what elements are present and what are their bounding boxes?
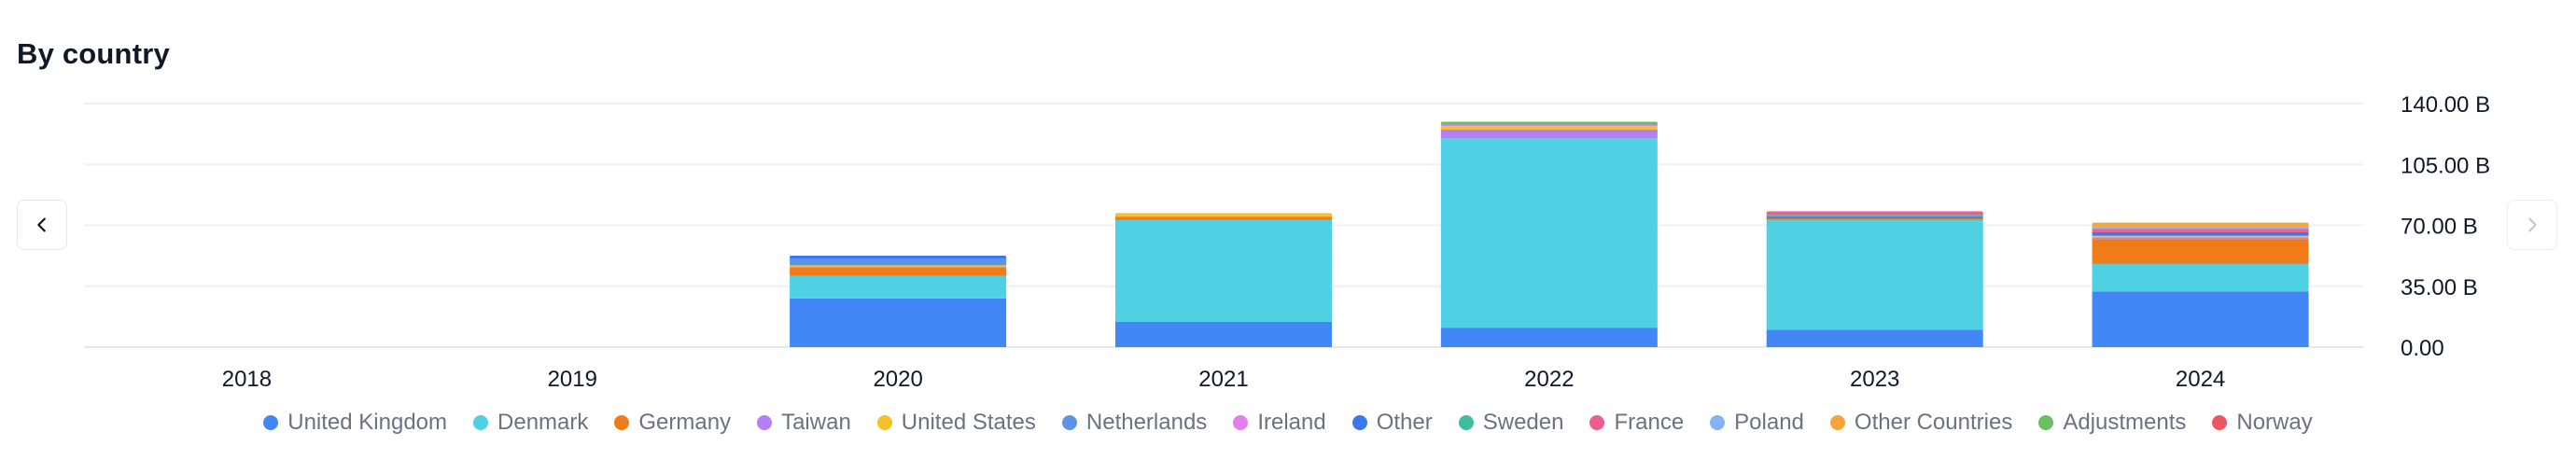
legend-item[interactable]: Netherlands	[1061, 410, 1208, 436]
bar-segment	[2092, 227, 2309, 230]
bar-cap	[1766, 211, 1983, 215]
legend-label: Norway	[2236, 410, 2313, 435]
legend-item[interactable]: Poland	[1710, 410, 1804, 436]
bar-segment	[1440, 129, 1658, 139]
x-tick-label: 2022	[1524, 367, 1574, 392]
legend-label: Other Countries	[1854, 410, 2013, 435]
bar-segment	[790, 298, 1007, 347]
bar-segment	[1440, 328, 1658, 347]
legend-swatch	[2212, 415, 2228, 430]
previous-button[interactable]	[17, 200, 67, 250]
legend-label: United Kingdom	[287, 410, 448, 435]
bar-segment	[1766, 329, 1983, 347]
bar-segment	[2092, 235, 2309, 238]
legend-item[interactable]: Ireland	[1233, 410, 1326, 436]
legend-label: France	[1614, 410, 1685, 435]
bar-segment	[1766, 216, 1983, 219]
y-tick-label: 140.00 B	[2401, 92, 2490, 118]
legend-label: Denmark	[497, 410, 589, 435]
y-tick-label: 0.00	[2401, 336, 2444, 361]
bar-segment	[2092, 239, 2309, 264]
legend-label: Taiwan	[781, 410, 851, 435]
y-tick-label: 35.00 B	[2401, 275, 2478, 300]
legend-swatch	[1589, 415, 1605, 430]
legend-label: Sweden	[1482, 410, 1564, 435]
legend-item[interactable]: Other Countries	[1829, 410, 2013, 436]
bar-segment	[1766, 218, 1983, 220]
bar-segment	[1766, 219, 1983, 330]
bar-segment	[2092, 263, 2309, 292]
legend-swatch	[1829, 415, 1845, 430]
legend-label: Other	[1376, 410, 1433, 435]
chevron-right-icon	[2528, 217, 2537, 232]
y-tick-label: 70.00 B	[2401, 215, 2478, 240]
x-tick-label: 2020	[873, 367, 922, 392]
legend-swatch	[263, 415, 279, 430]
legend-item[interactable]: Taiwan	[757, 410, 851, 436]
legend-swatch	[1233, 415, 1249, 430]
bar-segment	[790, 275, 1007, 299]
legend-label: Ireland	[1257, 410, 1326, 435]
bar-cap	[1440, 121, 1658, 125]
legend-item[interactable]: Germany	[614, 410, 731, 436]
legend-swatch	[614, 415, 630, 430]
bar-cap	[790, 256, 1007, 259]
legend-swatch	[473, 415, 489, 430]
bar-segment	[1766, 215, 1983, 217]
bar-segment	[1115, 321, 1332, 347]
bar-cap	[2092, 222, 2309, 226]
bar-segment	[1115, 216, 1332, 220]
bar-segment	[790, 267, 1007, 276]
chart-legend: United Kingdom Denmark Germany Taiwan United…	[0, 407, 2576, 439]
legend-item[interactable]: Other	[1351, 410, 1433, 436]
bar-segment	[1440, 124, 1658, 127]
legend-swatch	[1710, 415, 1726, 430]
bar-segment	[1440, 138, 1658, 328]
x-tick-label: 2024	[2176, 367, 2225, 392]
legend-label: United States	[901, 410, 1036, 435]
legend-swatch	[2038, 415, 2054, 430]
legend-swatch	[1351, 415, 1367, 430]
y-tick-label: 105.00 B	[2401, 153, 2490, 178]
legend-item[interactable]: United States	[876, 410, 1036, 436]
chevron-left-icon	[37, 217, 46, 232]
next-button[interactable]	[2507, 200, 2557, 250]
legend-item[interactable]: France	[1589, 410, 1684, 436]
legend-swatch	[876, 415, 892, 430]
legend-label: Adjustments	[2063, 410, 2187, 435]
bar-segment	[2092, 291, 2309, 347]
stacked-bar-chart: 0.00 35.00 B 70.00 B 105.00 B 140.00 B 2018 20…	[84, 92, 2490, 392]
legend-item[interactable]: Sweden	[1458, 410, 1564, 436]
bar-segment	[2092, 237, 2309, 240]
bar-segment	[790, 258, 1007, 266]
legend-swatch	[1458, 415, 1474, 430]
x-tick-label: 2023	[1850, 367, 1899, 392]
bar-segment	[1440, 126, 1658, 130]
legend-item[interactable]: United Kingdom	[263, 410, 447, 436]
legend-item[interactable]: Adjustments	[2038, 410, 2186, 436]
legend-item[interactable]: Denmark	[473, 410, 588, 436]
chart-title: By country	[17, 37, 170, 70]
legend-swatch	[757, 415, 773, 430]
x-tick-label: 2019	[548, 367, 597, 392]
bar-segment	[2092, 231, 2309, 236]
legend-label: Germany	[638, 410, 732, 435]
legend-label: Netherlands	[1085, 410, 1208, 435]
x-tick-label: 2021	[1198, 367, 1248, 392]
legend-item[interactable]: Norway	[2212, 410, 2313, 436]
bar-cap	[1115, 213, 1332, 216]
x-tick-label: 2018	[222, 367, 272, 392]
legend-label: Poland	[1734, 410, 1804, 435]
bar-segment	[790, 265, 1007, 268]
bar-segment	[2092, 229, 2309, 232]
bar-segment	[1115, 219, 1332, 322]
legend-swatch	[1061, 415, 1077, 430]
